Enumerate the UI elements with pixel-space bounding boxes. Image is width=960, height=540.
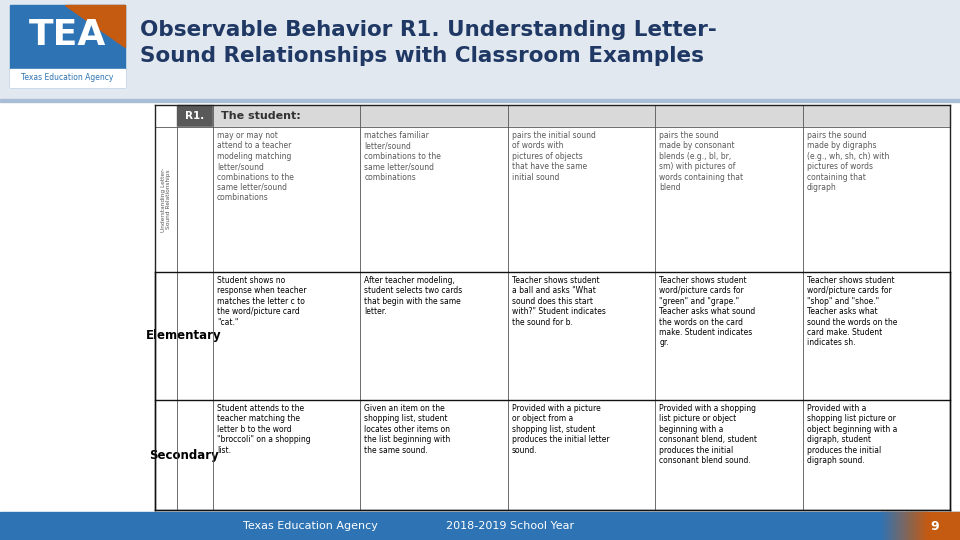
Bar — [360, 272, 508, 400]
Bar — [10, 5, 125, 87]
Bar — [803, 127, 950, 272]
Bar — [803, 272, 950, 400]
Text: Student attends to the
teacher matching the
letter b to the word
"broccoli" on a: Student attends to the teacher matching … — [217, 404, 311, 455]
Text: Elementary: Elementary — [146, 329, 222, 342]
Bar — [155, 400, 213, 510]
Text: pairs the sound
made by consonant
blends (e.g., bl, br,
sm) with pictures of
wor: pairs the sound made by consonant blends… — [660, 131, 743, 192]
Bar — [213, 127, 360, 272]
Bar — [177, 105, 213, 127]
Bar — [155, 105, 950, 510]
Bar — [0, 512, 960, 540]
Text: Texas Education Agency: Texas Education Agency — [243, 521, 377, 531]
Text: Observable Behavior R1. Understanding Letter-: Observable Behavior R1. Understanding Le… — [140, 20, 717, 40]
Bar — [910, 512, 960, 540]
Bar — [655, 272, 803, 400]
Text: Teacher shows student
a ball and asks "What
sound does this start
with?" Student: Teacher shows student a ball and asks "W… — [512, 276, 606, 327]
Polygon shape — [65, 5, 125, 47]
Bar — [655, 400, 803, 510]
Text: TEA: TEA — [29, 18, 107, 52]
Bar — [155, 272, 213, 400]
Text: Provided with a shopping
list picture or object
beginning with a
consonant blend: Provided with a shopping list picture or… — [660, 404, 757, 465]
Text: Provided with a
shopping list picture or
object beginning with a
digraph, studen: Provided with a shopping list picture or… — [806, 404, 897, 465]
Text: The student:: The student: — [221, 111, 300, 121]
Text: may or may not
attend to a teacher
modeling matching
letter/sound
combinations t: may or may not attend to a teacher model… — [217, 131, 294, 202]
Bar — [803, 400, 950, 510]
Bar — [508, 400, 655, 510]
Text: Texas Education Agency: Texas Education Agency — [21, 73, 113, 83]
Text: R1.: R1. — [185, 111, 204, 121]
Text: Teacher shows student
word/picture cards for
"green" and "grape."
Teacher asks w: Teacher shows student word/picture cards… — [660, 276, 756, 347]
Bar — [508, 127, 655, 272]
Bar — [508, 272, 655, 400]
Bar — [213, 105, 950, 127]
Bar — [177, 127, 213, 272]
Bar — [155, 127, 177, 272]
Text: Given an item on the
shopping list, student
locates other items on
the list begi: Given an item on the shopping list, stud… — [365, 404, 450, 455]
Bar — [360, 400, 508, 510]
Text: Teacher shows student
word/picture cards for
"shop" and "shoe."
Teacher asks wha: Teacher shows student word/picture cards… — [806, 276, 897, 347]
Bar — [0, 0, 960, 100]
Bar — [213, 272, 360, 400]
Text: pairs the sound
made by digraphs
(e.g., wh, sh, ch) with
pictures of words
conta: pairs the sound made by digraphs (e.g., … — [806, 131, 889, 192]
Bar — [655, 127, 803, 272]
Text: 9: 9 — [930, 519, 939, 532]
Text: Student shows no
response when teacher
matches the letter c to
the word/picture : Student shows no response when teacher m… — [217, 276, 306, 327]
Bar — [0, 100, 960, 540]
Text: Provided with a picture
or object from a
shopping list, student
produces the ini: Provided with a picture or object from a… — [512, 404, 610, 455]
Text: Understanding Letter-
Sound Relationships: Understanding Letter- Sound Relationship… — [160, 167, 172, 232]
Text: pairs the initial sound
of words with
pictures of objects
that have the same
ini: pairs the initial sound of words with pi… — [512, 131, 595, 181]
Text: Secondary: Secondary — [149, 449, 219, 462]
Text: matches familiar
letter/sound
combinations to the
same letter/sound
combinations: matches familiar letter/sound combinatio… — [365, 131, 442, 181]
Bar — [10, 69, 125, 87]
Bar — [360, 127, 508, 272]
Bar — [0, 99, 960, 102]
Bar — [213, 400, 360, 510]
Text: Sound Relationships with Classroom Examples: Sound Relationships with Classroom Examp… — [140, 46, 704, 66]
Text: After teacher modeling,
student selects two cards
that begin with the same
lette: After teacher modeling, student selects … — [365, 276, 463, 316]
Text: 2018-2019 School Year: 2018-2019 School Year — [446, 521, 574, 531]
